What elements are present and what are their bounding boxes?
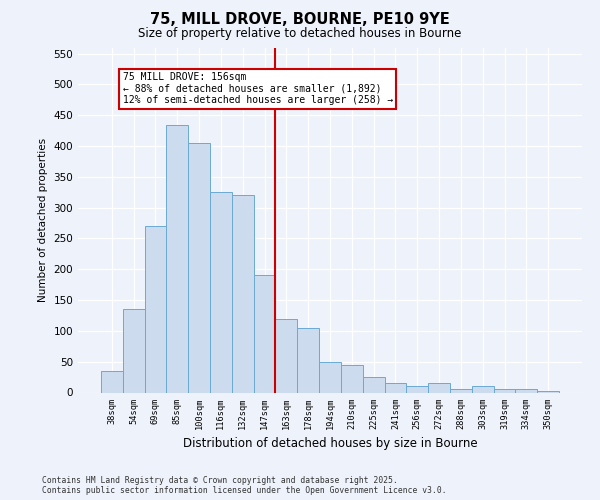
Text: 75, MILL DROVE, BOURNE, PE10 9YE: 75, MILL DROVE, BOURNE, PE10 9YE bbox=[150, 12, 450, 28]
Bar bbox=[254, 276, 275, 392]
X-axis label: Distribution of detached houses by size in Bourne: Distribution of detached houses by size … bbox=[182, 437, 478, 450]
Bar bbox=[101, 371, 123, 392]
Bar bbox=[341, 365, 363, 392]
Text: Contains HM Land Registry data © Crown copyright and database right 2025.
Contai: Contains HM Land Registry data © Crown c… bbox=[42, 476, 446, 495]
Bar bbox=[145, 226, 166, 392]
Bar bbox=[494, 390, 515, 392]
Bar bbox=[319, 362, 341, 392]
Bar bbox=[188, 143, 210, 392]
Text: 75 MILL DROVE: 156sqm
← 88% of detached houses are smaller (1,892)
12% of semi-d: 75 MILL DROVE: 156sqm ← 88% of detached … bbox=[123, 72, 393, 106]
Bar bbox=[472, 386, 494, 392]
Bar bbox=[428, 384, 450, 392]
Text: Size of property relative to detached houses in Bourne: Size of property relative to detached ho… bbox=[139, 28, 461, 40]
Bar bbox=[297, 328, 319, 392]
Y-axis label: Number of detached properties: Number of detached properties bbox=[38, 138, 48, 302]
Bar bbox=[123, 310, 145, 392]
Bar bbox=[363, 377, 385, 392]
Bar bbox=[406, 386, 428, 392]
Bar bbox=[210, 192, 232, 392]
Bar bbox=[450, 390, 472, 392]
Bar bbox=[275, 318, 297, 392]
Bar bbox=[232, 196, 254, 392]
Bar bbox=[385, 384, 406, 392]
Bar bbox=[515, 390, 537, 392]
Bar bbox=[166, 124, 188, 392]
